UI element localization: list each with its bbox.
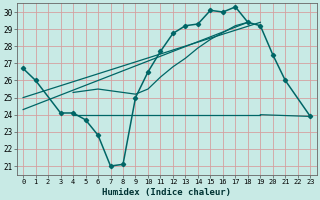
X-axis label: Humidex (Indice chaleur): Humidex (Indice chaleur) bbox=[102, 188, 231, 197]
